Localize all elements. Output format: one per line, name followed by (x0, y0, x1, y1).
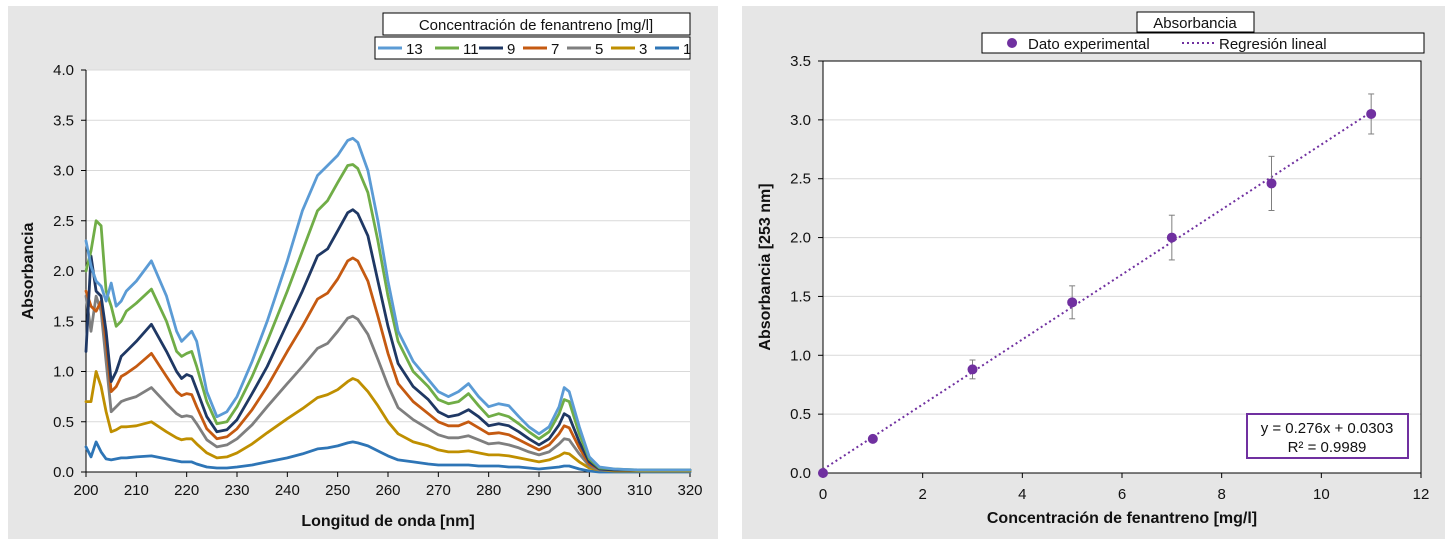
y-tick-label: 2.5 (53, 213, 74, 230)
y-tick-label: 1.5 (790, 288, 811, 305)
y-tick-label: 4.0 (53, 62, 74, 79)
data-point (967, 364, 978, 375)
x-tick-label: 230 (224, 482, 249, 499)
data-point (867, 433, 878, 444)
spectra-chart: 0.0 0.5 1.0 1.5 2.0 2.5 3.0 3.5 4.0 200 210 220 230 2… (20, 12, 703, 530)
series-line-11 (84, 163, 692, 472)
x-tick-label: 2 (918, 486, 926, 503)
x-tick-label: 220 (174, 482, 199, 499)
data-point (1366, 108, 1377, 119)
data-point (1166, 232, 1177, 243)
legend-label: Regresión lineal (1219, 36, 1327, 53)
y-tick-label: 3.5 (790, 53, 811, 70)
x-axis-title: Concentración de fenantreno [mg/l] (987, 510, 1257, 527)
x-axis-title: Longitud de onda [nm] (301, 513, 474, 530)
y-tick-label: 0.5 (53, 414, 74, 431)
x-tick-label: 6 (1118, 486, 1126, 503)
y-tick-label: 1.0 (790, 347, 811, 364)
y-tick-label: 2.0 (53, 263, 74, 280)
legend-label-7: 7 (551, 41, 559, 58)
legend-label-3: 3 (639, 41, 647, 58)
series-line-7 (84, 256, 692, 472)
x-tick-label: 280 (476, 482, 501, 499)
x-tick-label: 300 (577, 482, 602, 499)
x-tick-label: 320 (677, 482, 702, 499)
calibration-chart-panel: 0.0 0.5 1.0 1.5 2.0 2.5 3.0 3.5 0 2 4 6 8 10 12 Concent… (742, 6, 1445, 539)
y-axis-title: Absorbancia (20, 222, 37, 319)
data-point (1067, 297, 1078, 308)
legend-title: Concentración de fenantreno [mg/l] (419, 17, 653, 34)
title-box (1136, 11, 1255, 33)
series-line-3 (84, 370, 692, 473)
y-tick-label: 1.5 (53, 313, 74, 330)
y-axis-title: Absorbancia [253 nm] (757, 183, 774, 350)
legend-label-9: 9 (507, 41, 515, 58)
y-tick-label: 3.0 (790, 112, 811, 129)
legend-marker (1007, 38, 1017, 48)
regression-line (822, 111, 1372, 471)
spectra-chart-panel: 0.0 0.5 1.0 1.5 2.0 2.5 3.0 3.5 4.0 200 210 220 230 2… (8, 6, 718, 539)
legend-label-5: 5 (595, 41, 603, 58)
series-line-13 (84, 136, 692, 472)
x-tick-label: 290 (526, 482, 551, 499)
x-tick-label: 250 (325, 482, 350, 499)
series-line-5 (84, 294, 692, 472)
y-tick-label: 0.0 (53, 464, 74, 481)
x-tick-label: 310 (627, 482, 652, 499)
chart-title: Absorbancia (1153, 15, 1237, 32)
equation-box (1246, 413, 1409, 459)
series-line-1 (84, 440, 692, 474)
legend-label: Dato experimental (1028, 36, 1150, 53)
legend-label-11: 11 (463, 41, 479, 58)
regression-equation: y = 0.276x + 0.0303 (1261, 420, 1394, 437)
x-tick-label: 260 (375, 482, 400, 499)
data-point (1266, 178, 1277, 189)
data-point (818, 468, 828, 478)
legend-label-1: 1 (683, 41, 691, 58)
plot-area (823, 61, 1421, 473)
y-tick-label: 3.0 (53, 163, 74, 180)
y-tick-label: 0.5 (790, 406, 811, 423)
x-tick-label: 200 (73, 482, 98, 499)
legend-title-box (382, 12, 691, 36)
legend-label-13: 13 (406, 41, 423, 58)
r-squared-label: R² = 0.9989 (1288, 439, 1367, 456)
y-tick-label: 2.0 (790, 230, 811, 247)
x-tick-label: 210 (124, 482, 149, 499)
series-line-9 (84, 208, 692, 472)
x-tick-label: 270 (426, 482, 451, 499)
y-tick-label: 1.0 (53, 364, 74, 381)
x-tick-label: 12 (1413, 486, 1430, 503)
x-tick-label: 8 (1217, 486, 1225, 503)
y-tick-label: 2.5 (790, 171, 811, 188)
x-tick-label: 240 (275, 482, 300, 499)
x-tick-label: 4 (1018, 486, 1026, 503)
calibration-chart: 0.0 0.5 1.0 1.5 2.0 2.5 3.0 3.5 0 2 4 6 8 10 12 Concent… (757, 11, 1430, 527)
y-tick-label: 0.0 (790, 465, 811, 482)
plot-border (822, 60, 1422, 474)
x-tick-label: 10 (1313, 486, 1330, 503)
y-tick-label: 3.5 (53, 112, 74, 129)
x-tick-label: 0 (819, 486, 827, 503)
